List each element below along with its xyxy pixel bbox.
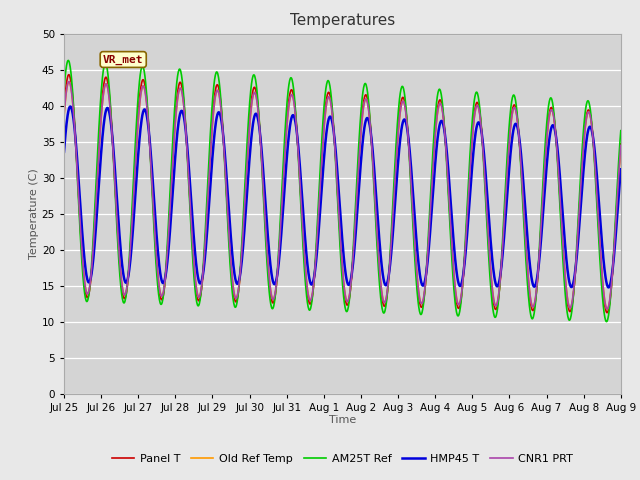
- Panel T: [60, 107, 68, 112]
- HMP45 T: [328, 118, 336, 124]
- AM25T Ref: [65, 58, 72, 63]
- Panel T: [474, 100, 482, 106]
- Old Ref Temp: [148, 168, 156, 174]
- AM25T Ref: [602, 319, 610, 324]
- Old Ref Temp: [604, 306, 611, 312]
- Line: Panel T: Panel T: [64, 75, 621, 312]
- HMP45 T: [605, 285, 612, 290]
- Panel T: [328, 107, 336, 112]
- Legend: Panel T, Old Ref Temp, AM25T Ref, HMP45 T, CNR1 PRT: Panel T, Old Ref Temp, AM25T Ref, HMP45 …: [108, 450, 577, 468]
- Panel T: [317, 157, 325, 163]
- X-axis label: Time: Time: [329, 415, 356, 425]
- CNR1 PRT: [65, 79, 72, 84]
- HMP45 T: [317, 188, 325, 194]
- HMP45 T: [67, 104, 74, 109]
- AM25T Ref: [556, 195, 563, 201]
- CNR1 PRT: [611, 243, 618, 249]
- Old Ref Temp: [65, 79, 73, 84]
- AM25T Ref: [617, 128, 625, 133]
- Panel T: [65, 72, 72, 78]
- CNR1 PRT: [317, 160, 325, 166]
- CNR1 PRT: [474, 103, 482, 109]
- AM25T Ref: [328, 103, 336, 108]
- HMP45 T: [611, 250, 618, 256]
- HMP45 T: [617, 167, 625, 172]
- Old Ref Temp: [556, 184, 563, 190]
- CNR1 PRT: [556, 185, 563, 191]
- AM25T Ref: [611, 238, 618, 243]
- Old Ref Temp: [328, 109, 336, 115]
- HMP45 T: [556, 168, 563, 174]
- Old Ref Temp: [60, 114, 68, 120]
- Text: VR_met: VR_met: [103, 54, 143, 65]
- AM25T Ref: [317, 142, 325, 147]
- Panel T: [148, 170, 156, 176]
- Line: CNR1 PRT: CNR1 PRT: [64, 82, 621, 309]
- Old Ref Temp: [474, 103, 482, 109]
- AM25T Ref: [60, 87, 68, 93]
- Line: AM25T Ref: AM25T Ref: [64, 60, 621, 322]
- Old Ref Temp: [317, 162, 325, 168]
- CNR1 PRT: [617, 143, 625, 148]
- HMP45 T: [148, 159, 156, 165]
- Panel T: [603, 310, 611, 315]
- CNR1 PRT: [60, 113, 68, 119]
- CNR1 PRT: [603, 306, 611, 312]
- CNR1 PRT: [148, 170, 156, 176]
- Line: HMP45 T: HMP45 T: [64, 107, 621, 288]
- Panel T: [556, 187, 563, 192]
- Y-axis label: Temperature (C): Temperature (C): [29, 168, 39, 259]
- Panel T: [617, 141, 625, 147]
- HMP45 T: [474, 120, 482, 126]
- Line: Old Ref Temp: Old Ref Temp: [64, 82, 621, 309]
- Panel T: [611, 244, 618, 250]
- AM25T Ref: [148, 175, 156, 181]
- CNR1 PRT: [328, 110, 336, 116]
- Old Ref Temp: [611, 245, 618, 251]
- Old Ref Temp: [617, 144, 625, 150]
- HMP45 T: [60, 149, 68, 155]
- Title: Temperatures: Temperatures: [290, 13, 395, 28]
- AM25T Ref: [474, 92, 482, 98]
